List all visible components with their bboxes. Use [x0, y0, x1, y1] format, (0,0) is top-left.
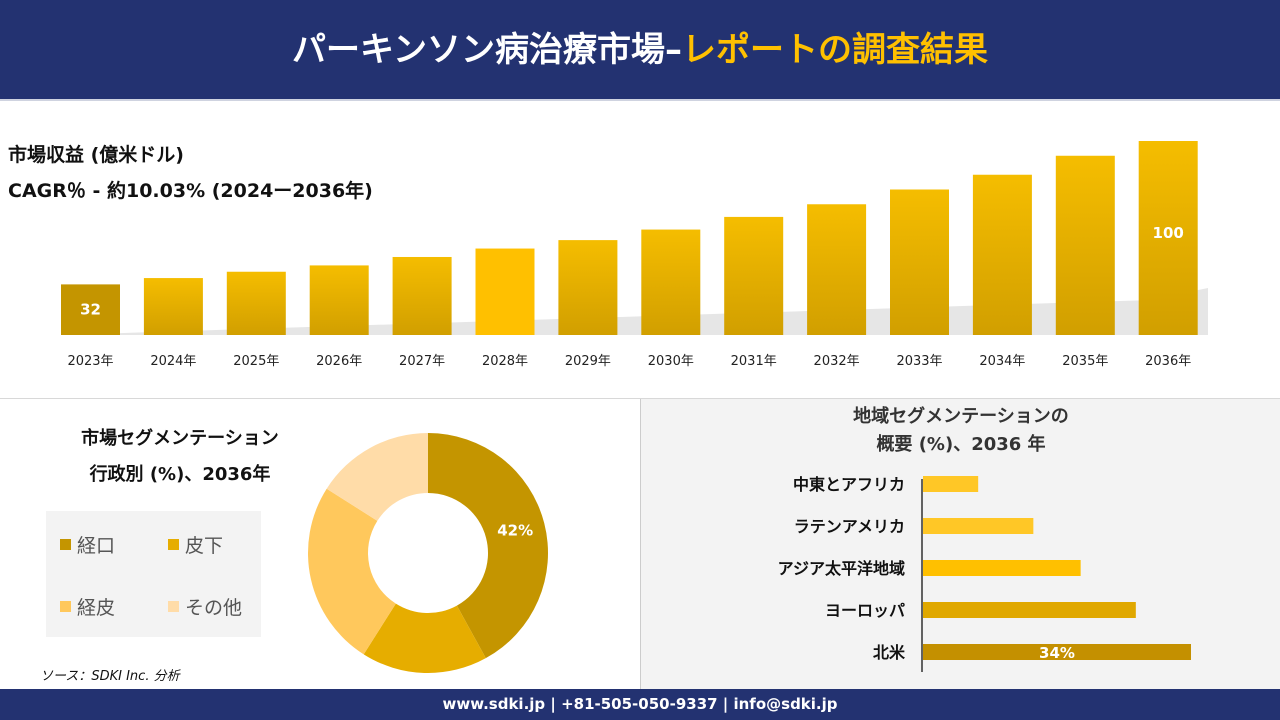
x-tick-label: 2023年 [67, 354, 113, 369]
region-bar [923, 602, 1136, 618]
donut-chart: 42% [308, 433, 548, 673]
segment-title-line2: 行政別 (%)、2036年 [89, 464, 271, 485]
bar-2025年 [226, 271, 286, 335]
region-panel: 地域セグメンテーションの 概要 (%)、2036 年 中東とアフリカ ラテンアメリカ… [640, 399, 1280, 689]
legend-item: 経皮 [60, 593, 115, 620]
bar-data-label: 32 [80, 300, 101, 318]
bar-2030年 [641, 229, 701, 335]
bar-2031年 [724, 216, 784, 335]
bar-2027年 [392, 256, 452, 335]
legend-swatch [168, 601, 179, 612]
region-bar [923, 476, 979, 492]
region-label: 中東とアフリカ [793, 475, 905, 494]
bar-2033年 [890, 189, 949, 335]
bar-2032年 [807, 204, 867, 335]
region-bar [923, 518, 1034, 534]
bar-2024年 [143, 278, 203, 335]
region-label: ラテンアメリカ [794, 517, 905, 536]
segment-title-line1: 市場セグメンテーション [81, 428, 279, 449]
bar-2026年 [309, 265, 369, 335]
legend-label: 経口 [77, 535, 116, 557]
title-accent: レポートの調査結果 [681, 30, 988, 70]
region-data-label: 34% [1039, 644, 1075, 662]
region-label: ヨーロッパ [825, 601, 905, 620]
footer-contact: www.sdki.jp | +81-505-050-9337 | info@sd… [0, 689, 1280, 720]
legend-label: その他 [185, 597, 243, 619]
bar-2036年 [1138, 141, 1198, 335]
x-tick-label: 2029年 [565, 354, 611, 369]
source-note: ソース：SDKI Inc. 分析 [40, 669, 180, 684]
donut-slice-1 [363, 603, 486, 673]
legend-item: 皮下 [168, 531, 223, 558]
x-tick-label: 2030年 [648, 354, 694, 369]
x-tick-label: 2027年 [399, 354, 445, 369]
bar-2028年 [475, 248, 535, 335]
report-title: パーキンソン病治療市場–レポートの調査結果 [0, 0, 1280, 101]
legend-label: 経皮 [77, 597, 116, 619]
title-main: パーキンソン病治療市場– [292, 30, 682, 70]
cagr-label: CAGR％ - 約10.03% (2024ー2036年) [8, 180, 373, 202]
donut-slice-0 [428, 433, 548, 659]
bar-2023年 [61, 284, 120, 335]
donut-legend: 経口 皮下経皮 その他 [46, 511, 261, 637]
legend-item: その他 [168, 593, 242, 620]
x-tick-label: 2033年 [896, 354, 942, 369]
x-tick-label: 2031年 [731, 354, 777, 369]
x-tick-label: 2026年 [316, 354, 362, 369]
x-tick-label: 2025年 [233, 354, 279, 369]
donut-slice-3 [326, 433, 428, 521]
bar-2029年 [558, 240, 618, 335]
slice-data-label: 42% [497, 522, 533, 540]
segment-panel: 市場セグメンテーション 行政別 (%)、2036年 経口 皮下経皮 その他 42% ソ… [0, 399, 640, 689]
revenue-bar-chart: 2023年 32 2024年 2025年 2026年 2027年 2028年 2029年 203… [60, 141, 1208, 369]
legend-swatch [60, 601, 71, 612]
region-bar [923, 560, 1081, 576]
region-title-line2: 概要 (%)、2036 年 [876, 434, 1046, 455]
x-tick-label: 2035年 [1062, 354, 1108, 369]
region-label: アジア太平洋地域 [778, 559, 905, 578]
legend-swatch [168, 539, 179, 550]
divider [0, 398, 1280, 399]
x-tick-label: 2036年 [1145, 354, 1191, 369]
x-tick-label: 2032年 [814, 354, 860, 369]
bar-2035年 [1055, 155, 1115, 335]
bar-2034年 [972, 174, 1032, 335]
revenue-label: 市場収益 (億米ドル) [8, 144, 184, 166]
legend-swatch [60, 539, 71, 550]
region-title: 地域セグメンテーションの 概要 (%)、2036 年 [641, 403, 1280, 459]
region-title-line1: 地域セグメンテーションの [853, 406, 1069, 427]
region-label: 北米 [873, 643, 906, 662]
x-tick-label: 2028年 [482, 354, 528, 369]
legend-label: 皮下 [185, 535, 224, 557]
segment-title: 市場セグメンテーション 行政別 (%)、2036年 [30, 421, 330, 493]
legend-item: 経口 [60, 531, 115, 558]
x-tick-label: 2034年 [979, 354, 1025, 369]
region-bar [923, 644, 1191, 660]
donut-slice-2 [308, 488, 396, 655]
bar-data-label: 100 [1153, 224, 1184, 242]
x-tick-label: 2024年 [150, 354, 196, 369]
